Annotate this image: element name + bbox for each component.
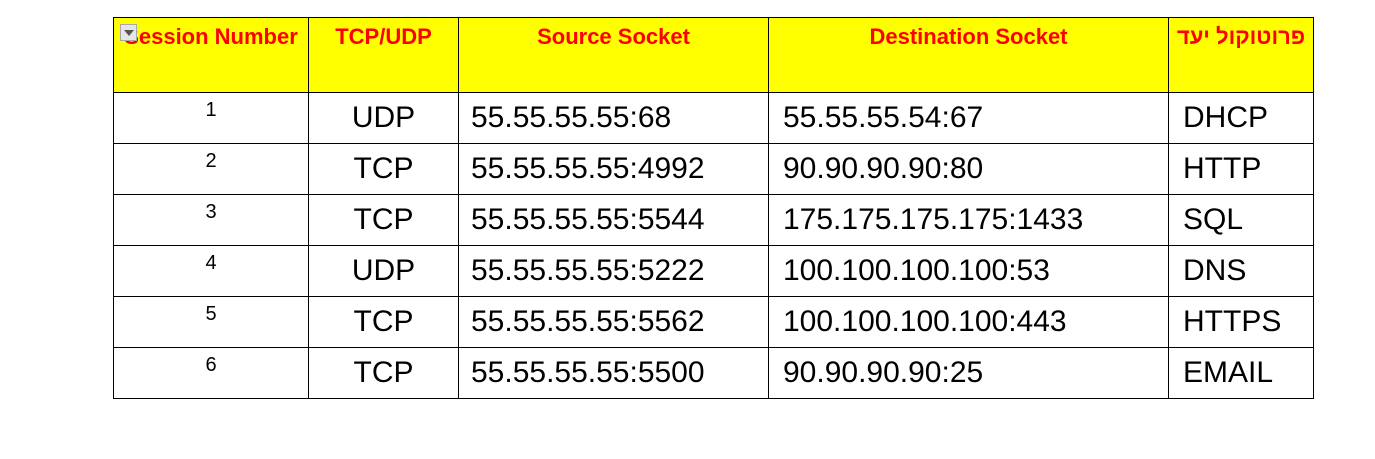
header-tcp-udp: TCP/UDP bbox=[308, 17, 459, 93]
dropdown-arrow-icon bbox=[123, 29, 134, 36]
cell-destination-socket: 55.55.55.54:67 bbox=[768, 92, 1169, 144]
cell-session-number: 1 bbox=[113, 92, 309, 144]
cell-source-socket: 55.55.55.55:5544 bbox=[458, 194, 769, 246]
cell-destination-socket: 90.90.90.90:80 bbox=[768, 143, 1169, 195]
cell-source-socket: 55.55.55.55:68 bbox=[458, 92, 769, 144]
cell-tcp-udp: TCP bbox=[308, 194, 459, 246]
table-row: 3 TCP 55.55.55.55:5544 175.175.175.175:1… bbox=[113, 194, 1314, 246]
cell-session-number: 4 bbox=[113, 245, 309, 297]
cell-destination-socket: 90.90.90.90:25 bbox=[768, 347, 1169, 399]
table-row: 5 TCP 55.55.55.55:5562 100.100.100.100:4… bbox=[113, 296, 1314, 348]
header-app-protocol: פרוטוקול יעד bbox=[1168, 17, 1314, 93]
cell-source-socket: 55.55.55.55:5562 bbox=[458, 296, 769, 348]
cell-app-protocol: DHCP bbox=[1168, 92, 1314, 144]
cell-tcp-udp: UDP bbox=[308, 245, 459, 297]
cell-destination-socket: 175.175.175.175:1433 bbox=[768, 194, 1169, 246]
cell-app-protocol: DNS bbox=[1168, 245, 1314, 297]
table-row: 2 TCP 55.55.55.55:4992 90.90.90.90:80 HT… bbox=[113, 143, 1314, 195]
table-row: 1 UDP 55.55.55.55:68 55.55.55.54:67 DHCP bbox=[113, 92, 1314, 144]
header-session-number: Session Number bbox=[113, 17, 309, 93]
header-row: Session Number TCP/UDP Source Socket Des… bbox=[113, 17, 1314, 93]
cell-app-protocol: HTTPS bbox=[1168, 296, 1314, 348]
cell-app-protocol: HTTP bbox=[1168, 143, 1314, 195]
cell-session-number: 5 bbox=[113, 296, 309, 348]
sessions-table: Session Number TCP/UDP Source Socket Des… bbox=[113, 17, 1314, 399]
header-destination-socket: Destination Socket bbox=[768, 17, 1169, 93]
cell-source-socket: 55.55.55.55:5222 bbox=[458, 245, 769, 297]
cell-tcp-udp: UDP bbox=[308, 92, 459, 144]
table-row: 4 UDP 55.55.55.55:5222 100.100.100.100:5… bbox=[113, 245, 1314, 297]
header-source-socket: Source Socket bbox=[458, 17, 769, 93]
cell-source-socket: 55.55.55.55:5500 bbox=[458, 347, 769, 399]
cell-tcp-udp: TCP bbox=[308, 347, 459, 399]
cell-destination-socket: 100.100.100.100:53 bbox=[768, 245, 1169, 297]
cell-app-protocol: EMAIL bbox=[1168, 347, 1314, 399]
filter-dropdown-button[interactable] bbox=[120, 24, 137, 41]
cell-session-number: 6 bbox=[113, 347, 309, 399]
cell-source-socket: 55.55.55.55:4992 bbox=[458, 143, 769, 195]
cell-destination-socket: 100.100.100.100:443 bbox=[768, 296, 1169, 348]
cell-tcp-udp: TCP bbox=[308, 296, 459, 348]
table-row: 6 TCP 55.55.55.55:5500 90.90.90.90:25 EM… bbox=[113, 347, 1314, 399]
cell-app-protocol: SQL bbox=[1168, 194, 1314, 246]
header-session-number-label: Session Number bbox=[124, 24, 298, 49]
cell-tcp-udp: TCP bbox=[308, 143, 459, 195]
cell-session-number: 3 bbox=[113, 194, 309, 246]
cell-session-number: 2 bbox=[113, 143, 309, 195]
